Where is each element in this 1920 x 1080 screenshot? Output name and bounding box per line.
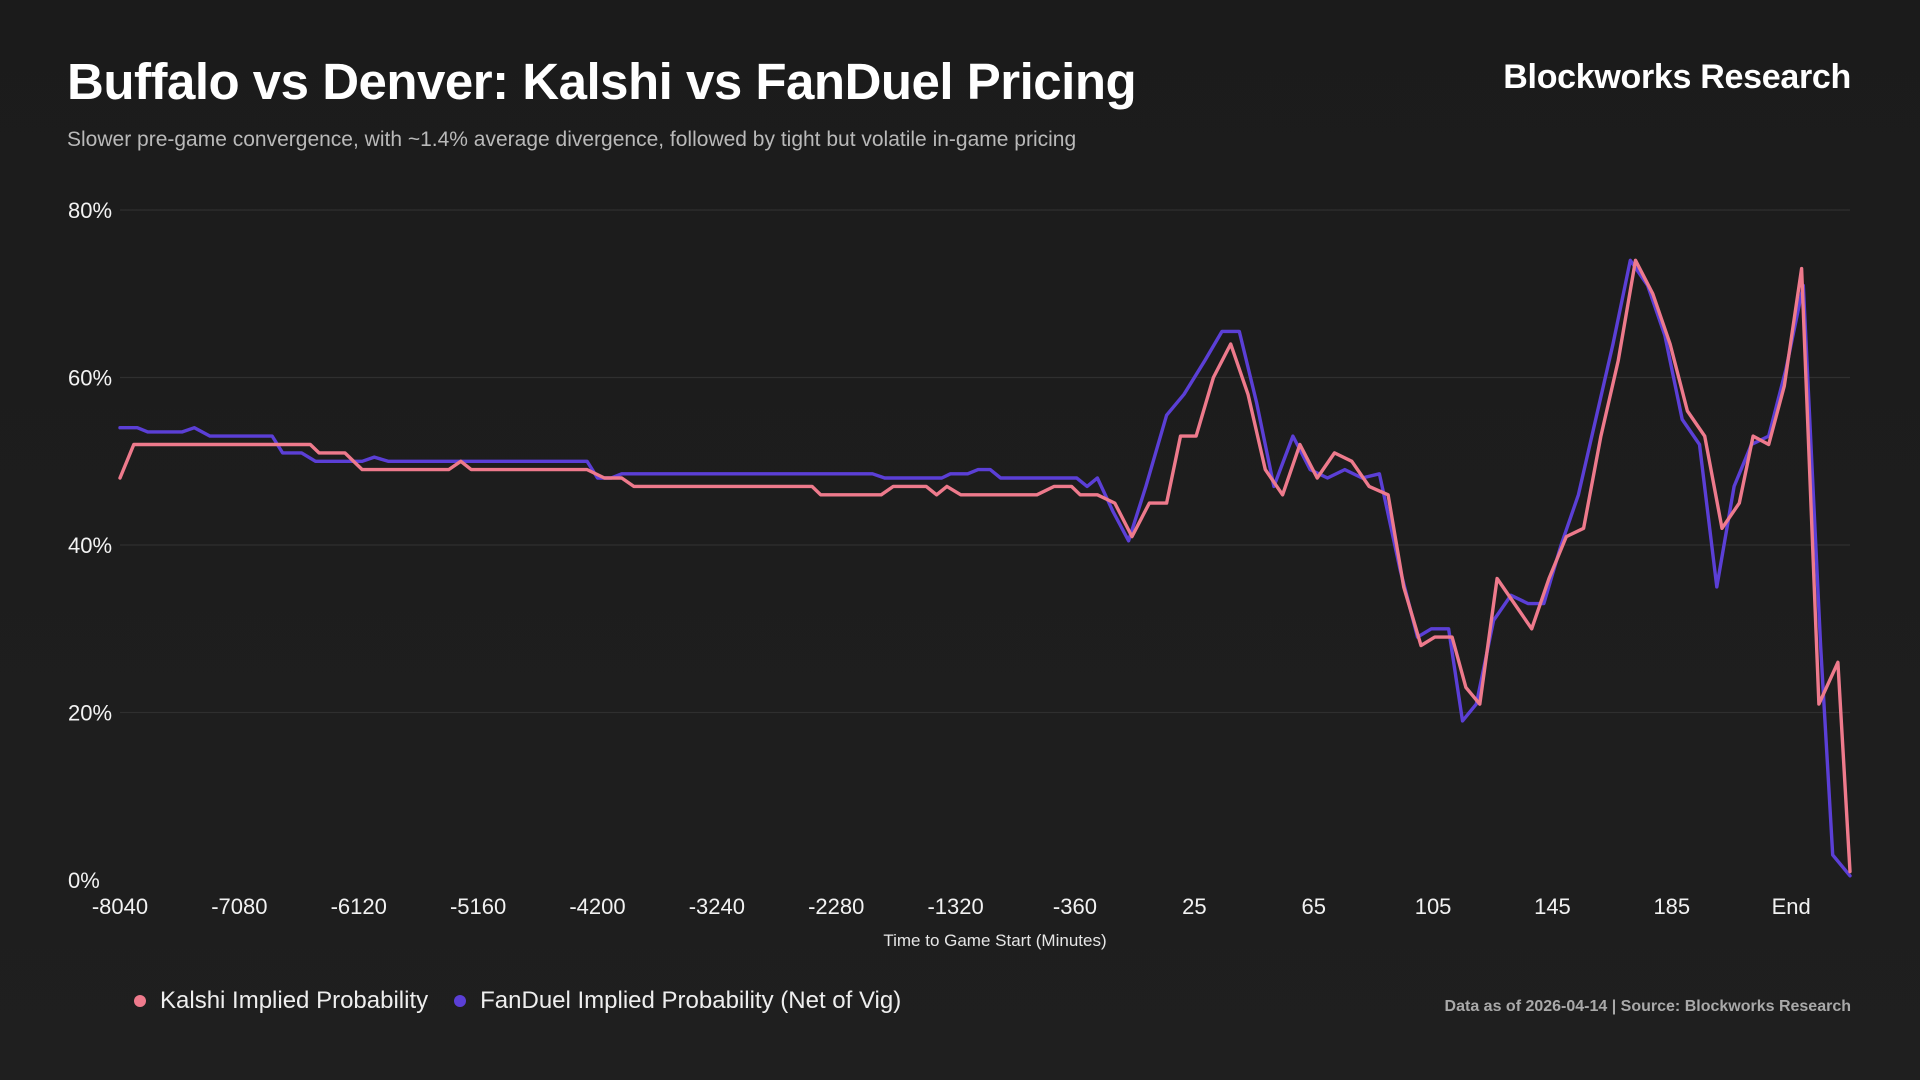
x-tick-label: -4200 [569,894,625,919]
legend-item-kalshi: Kalshi Implied Probability [134,987,428,1015]
x-tick-label: 105 [1415,894,1452,919]
chart-subtitle: Slower pre-game convergence, with ~1.4% … [67,128,1077,151]
x-tick-label: -2280 [808,894,864,919]
x-tick-label: -3240 [689,894,745,919]
y-tick-label-20: 20% [68,701,112,726]
legend-swatch-fanduel [454,995,467,1007]
x-axis-title: Time to Game Start (Minutes) [883,931,1106,950]
y-tick-label-40: 40% [68,533,112,558]
legend-label-fanduel: FanDuel Implied Probability (Net of Vig) [480,987,902,1014]
x-tick-label: 65 [1301,894,1325,919]
x-tick-label: 25 [1182,894,1206,919]
legend-label-kalshi: Kalshi Implied Probability [160,987,429,1014]
y-tick-label-80: 80% [68,198,112,223]
chart-legend: Kalshi Implied Probability FanDuel Impli… [134,987,901,1015]
series-line-fanduel [118,258,1852,878]
x-tick-label: -7080 [211,894,267,919]
brand-logo-text: Blockworks Research [1503,58,1851,96]
y-tick-label-60: 60% [68,366,112,391]
legend-item-fanduel: FanDuel Implied Probability (Net of Vig) [454,987,901,1015]
chart-title: Buffalo vs Denver: Kalshi vs FanDuel Pri… [67,53,1137,110]
x-tick-label: -8040 [92,894,148,919]
x-tick-label: 185 [1653,894,1690,919]
source-note: Data as of 2026-04-14 | Source: Blockwor… [1444,998,1851,1015]
x-tick-label: End [1772,894,1811,919]
legend-swatch-kalshi [134,995,146,1007]
x-tick-label: 145 [1534,894,1571,919]
y-tick-label-0: 0% [68,868,100,893]
x-tick-label: -5160 [450,894,506,919]
x-tick-label: -6120 [331,894,387,919]
x-tick-label: -360 [1053,894,1097,919]
x-tick-label: -1320 [927,894,983,919]
series-line-kalshi [118,258,1852,874]
